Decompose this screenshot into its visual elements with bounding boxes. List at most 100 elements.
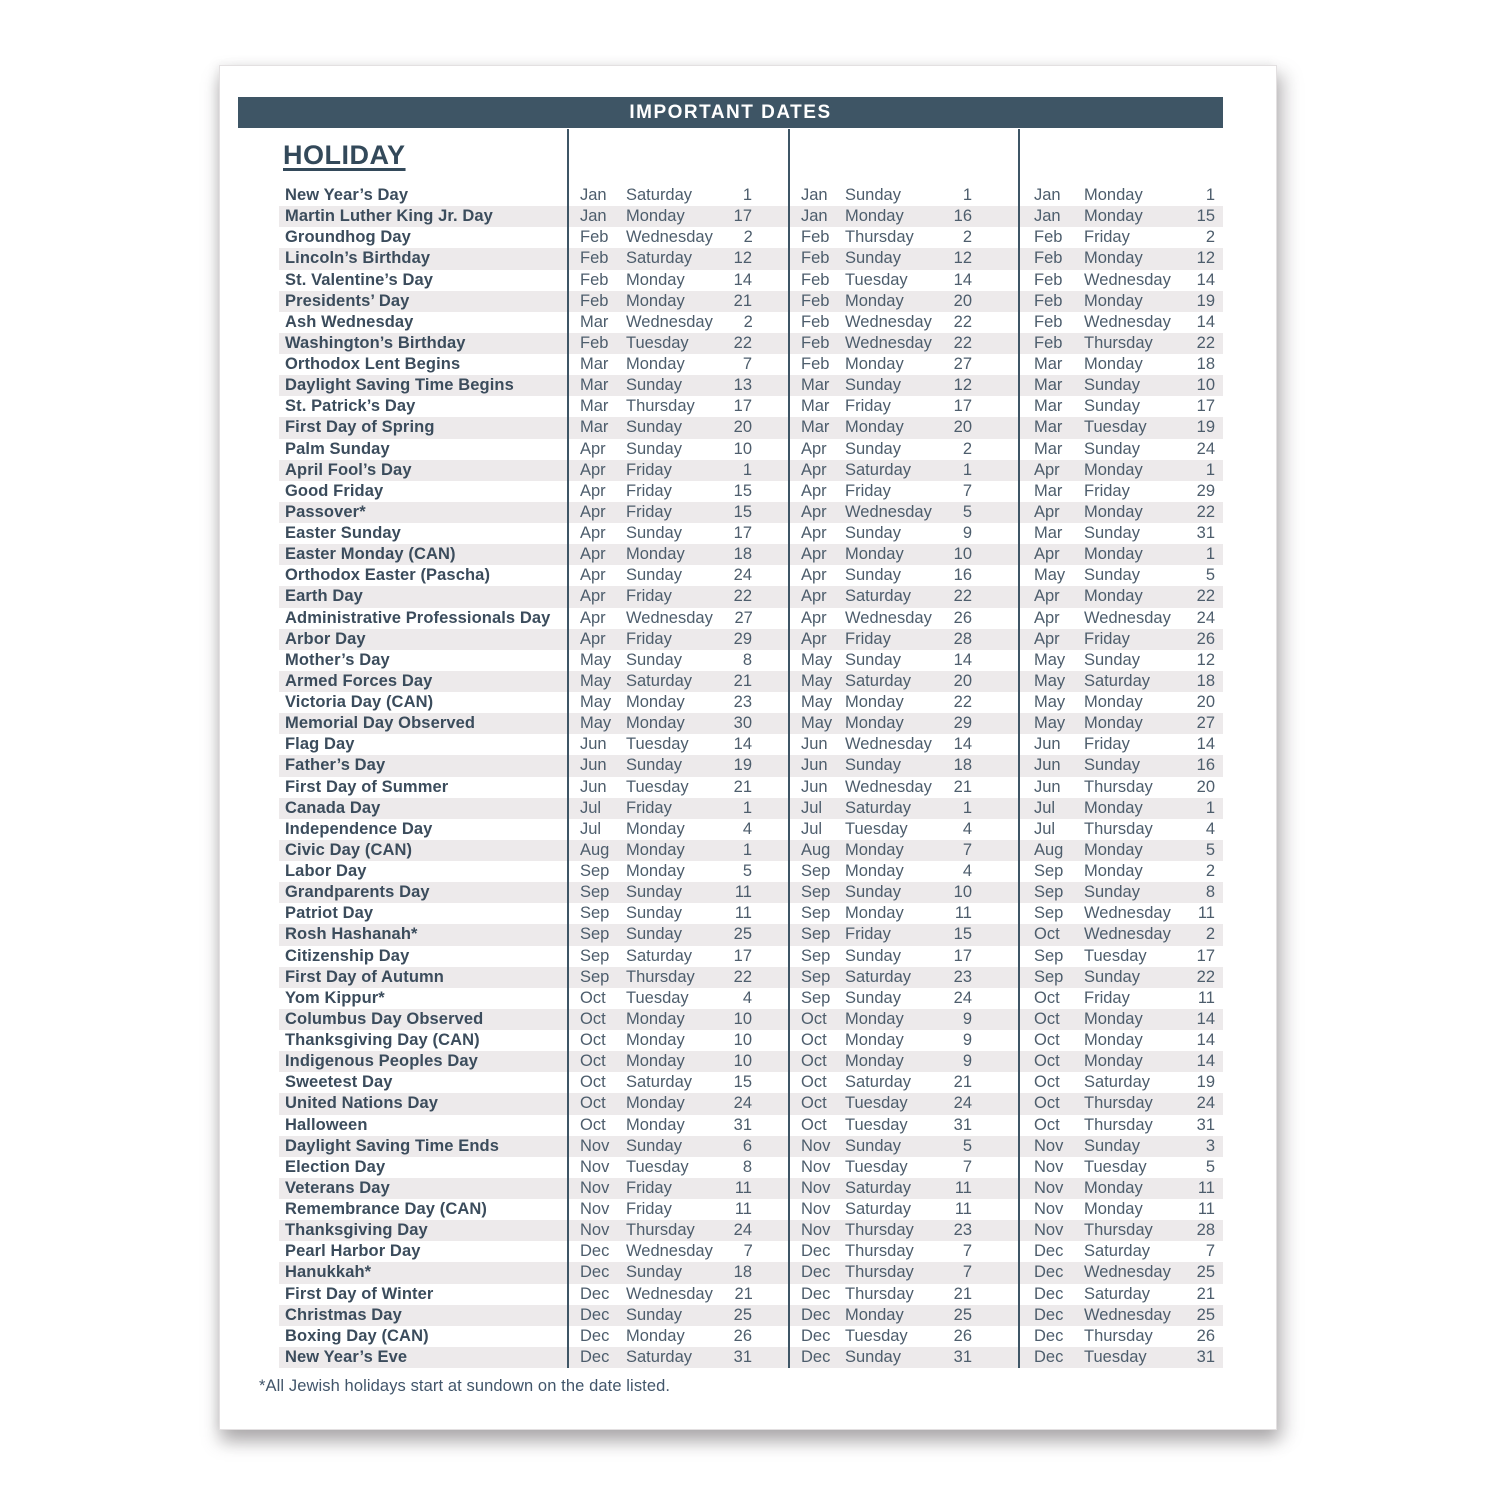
holiday-name: Remembrance Day (CAN): [285, 1200, 487, 1219]
month-year1: Sep: [580, 904, 610, 923]
date-year3: May Sunday 5: [1018, 565, 1223, 587]
holiday-row: Earth Day Apr Friday 22 Apr Saturday 22 …: [279, 586, 1223, 608]
date-year1: Oct Monday 31: [567, 1114, 788, 1136]
date-year1: Oct Monday 24: [567, 1093, 788, 1115]
month-year3: Nov: [1034, 1136, 1064, 1155]
day-year2: 23: [953, 1221, 972, 1240]
month-year3: Sep: [1034, 946, 1064, 965]
date-year2: Apr Saturday 22: [788, 586, 1018, 608]
date-year3: Jun Friday 14: [1018, 734, 1223, 756]
month-year2: Feb: [801, 249, 830, 268]
date-year1: Dec Wednesday 7: [567, 1241, 788, 1263]
weekday-year1: Friday: [626, 460, 672, 479]
holiday-row: Easter Sunday Apr Sunday 17 Apr Sunday 9…: [279, 523, 1223, 545]
weekday-year3: Thursday: [1084, 1115, 1153, 1134]
day-year1: 25: [733, 1305, 752, 1324]
date-year3: Sep Sunday 22: [1018, 966, 1223, 988]
month-year3: Jul: [1034, 798, 1056, 817]
day-year1: 21: [733, 671, 752, 690]
month-year1: Feb: [580, 249, 609, 268]
day-year3: 29: [1196, 481, 1215, 500]
date-year1: Mar Sunday 13: [567, 375, 788, 397]
date-year1: May Monday 23: [567, 692, 788, 714]
day-year1: 18: [733, 545, 752, 564]
weekday-year1: Sunday: [626, 650, 682, 669]
month-year1: Dec: [580, 1263, 610, 1282]
holiday-row: Thanksgiving Day Nov Thursday 24 Nov Thu…: [279, 1220, 1223, 1242]
day-year1: 6: [742, 1136, 752, 1155]
holiday-name: Easter Sunday: [285, 524, 401, 543]
holiday-row: Indigenous Peoples Day Oct Monday 10 Oct…: [279, 1051, 1223, 1073]
month-year2: Feb: [801, 312, 830, 331]
holiday-row: Arbor Day Apr Friday 29 Apr Friday 28 Ap…: [279, 628, 1223, 650]
month-year1: Jan: [580, 186, 607, 205]
date-year1: Feb Saturday 12: [567, 248, 788, 270]
holiday-name: Columbus Day Observed: [285, 1009, 484, 1028]
month-year3: Oct: [1034, 1115, 1060, 1134]
month-year2: Dec: [801, 1284, 831, 1303]
month-year2: Feb: [801, 270, 830, 289]
weekday-year2: Sunday: [845, 650, 901, 669]
weekday-year1: Monday: [626, 270, 685, 289]
day-year1: 15: [733, 502, 752, 521]
date-year2: Jan Sunday 1: [788, 185, 1018, 207]
day-year2: 2: [962, 228, 972, 247]
weekday-year2: Tuesday: [845, 1326, 908, 1345]
day-year3: 26: [1196, 629, 1215, 648]
day-year1: 14: [733, 735, 752, 754]
weekday-year3: Monday: [1084, 693, 1143, 712]
weekday-year1: Monday: [626, 840, 685, 859]
date-year2: Oct Tuesday 24: [788, 1093, 1018, 1115]
date-year1: Sep Monday 5: [567, 861, 788, 883]
weekday-year3: Sunday: [1084, 650, 1140, 669]
month-year3: Feb: [1034, 333, 1063, 352]
date-year2: Feb Thursday 2: [788, 227, 1018, 249]
month-year2: Apr: [801, 545, 827, 564]
weekday-year2: Monday: [845, 1009, 904, 1028]
date-year3: Oct Friday 11: [1018, 987, 1223, 1009]
day-year2: 1: [962, 186, 972, 205]
weekday-year1: Thursday: [626, 967, 695, 986]
date-year2: Nov Sunday 5: [788, 1135, 1018, 1157]
day-year1: 22: [733, 587, 752, 606]
month-year2: Sep: [801, 988, 831, 1007]
date-year3: Dec Wednesday 25: [1018, 1262, 1223, 1284]
month-year1: Jan: [580, 207, 607, 226]
month-year2: Dec: [801, 1305, 831, 1324]
holiday-row: Civic Day (CAN) Aug Monday 1 Aug Monday …: [279, 839, 1223, 861]
day-year2: 9: [962, 1009, 972, 1028]
holiday-name: Citizenship Day: [285, 946, 410, 965]
date-year3: May Sunday 12: [1018, 649, 1223, 671]
holiday-row: United Nations Day Oct Monday 24 Oct Tue…: [279, 1093, 1223, 1115]
month-year3: Mar: [1034, 481, 1063, 500]
holiday-name: St. Valentine’s Day: [285, 270, 434, 289]
date-year2: Jun Wednesday 21: [788, 776, 1018, 798]
day-year1: 8: [742, 1157, 752, 1176]
day-year2: 9: [962, 1052, 972, 1071]
month-year1: Dec: [580, 1284, 610, 1303]
weekday-year3: Wednesday: [1084, 312, 1171, 331]
month-year1: Mar: [580, 376, 609, 395]
weekday-year2: Thursday: [845, 1284, 914, 1303]
day-year3: 5: [1205, 566, 1215, 585]
day-year3: 4: [1205, 819, 1215, 838]
weekday-year3: Monday: [1084, 1178, 1143, 1197]
holiday-name: Father’s Day: [285, 756, 386, 775]
weekday-year1: Tuesday: [626, 1157, 689, 1176]
day-year2: 26: [953, 608, 972, 627]
weekday-year2: Tuesday: [845, 270, 908, 289]
day-year3: 14: [1196, 735, 1215, 754]
date-year3: Dec Tuesday 31: [1018, 1346, 1223, 1368]
month-year2: Mar: [801, 376, 830, 395]
holiday-name: Thanksgiving Day: [285, 1221, 428, 1240]
month-year3: Mar: [1034, 418, 1063, 437]
holiday-name: New Year’s Day: [285, 186, 409, 205]
holiday-name: Administrative Professionals Day: [285, 608, 551, 627]
date-year2: May Saturday 20: [788, 670, 1018, 692]
weekday-year2: Wednesday: [845, 735, 932, 754]
weekday-year2: Sunday: [845, 376, 901, 395]
day-year2: 5: [962, 1136, 972, 1155]
weekday-year2: Friday: [845, 629, 891, 648]
day-year3: 2: [1205, 925, 1215, 944]
date-year3: Apr Monday 1: [1018, 544, 1223, 566]
